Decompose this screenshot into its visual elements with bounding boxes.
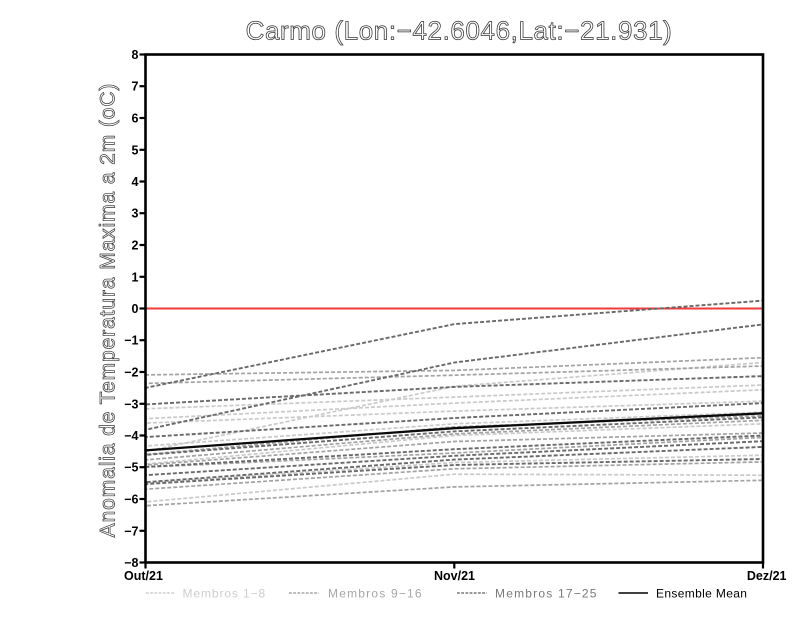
- svg-text:3: 3: [132, 207, 139, 221]
- svg-text:Nov/21: Nov/21: [434, 569, 475, 583]
- svg-text:6: 6: [132, 112, 139, 126]
- svg-text:2: 2: [132, 239, 139, 253]
- svg-text:−1: −1: [124, 334, 138, 348]
- svg-text:Ensemble Mean: Ensemble Mean: [656, 587, 747, 601]
- svg-text:0: 0: [132, 302, 139, 316]
- svg-text:Anomalia de Temperatura Maxima: Anomalia de Temperatura Maxima a 2m (oC): [97, 83, 120, 538]
- svg-text:Membros 9−16: Membros 9−16: [328, 587, 423, 601]
- svg-text:8: 8: [132, 48, 139, 62]
- svg-text:Dez/21: Dez/21: [747, 569, 787, 583]
- svg-text:5: 5: [132, 143, 139, 157]
- svg-text:−5: −5: [124, 461, 138, 475]
- svg-text:Carmo (Lon:−42.6046,Lat:−21.93: Carmo (Lon:−42.6046,Lat:−21.931): [246, 16, 673, 46]
- svg-text:1: 1: [132, 270, 139, 284]
- svg-text:−2: −2: [124, 366, 138, 380]
- svg-text:−7: −7: [124, 524, 138, 538]
- svg-text:7: 7: [132, 80, 139, 94]
- svg-text:4: 4: [132, 175, 139, 189]
- svg-text:Membros 1−8: Membros 1−8: [183, 587, 267, 601]
- svg-text:−8: −8: [124, 556, 138, 570]
- svg-text:−4: −4: [124, 429, 138, 443]
- svg-text:Out/21: Out/21: [124, 569, 163, 583]
- svg-text:Membros 17−25: Membros 17−25: [495, 587, 598, 601]
- svg-text:−6: −6: [124, 493, 138, 507]
- svg-text:−3: −3: [124, 397, 138, 411]
